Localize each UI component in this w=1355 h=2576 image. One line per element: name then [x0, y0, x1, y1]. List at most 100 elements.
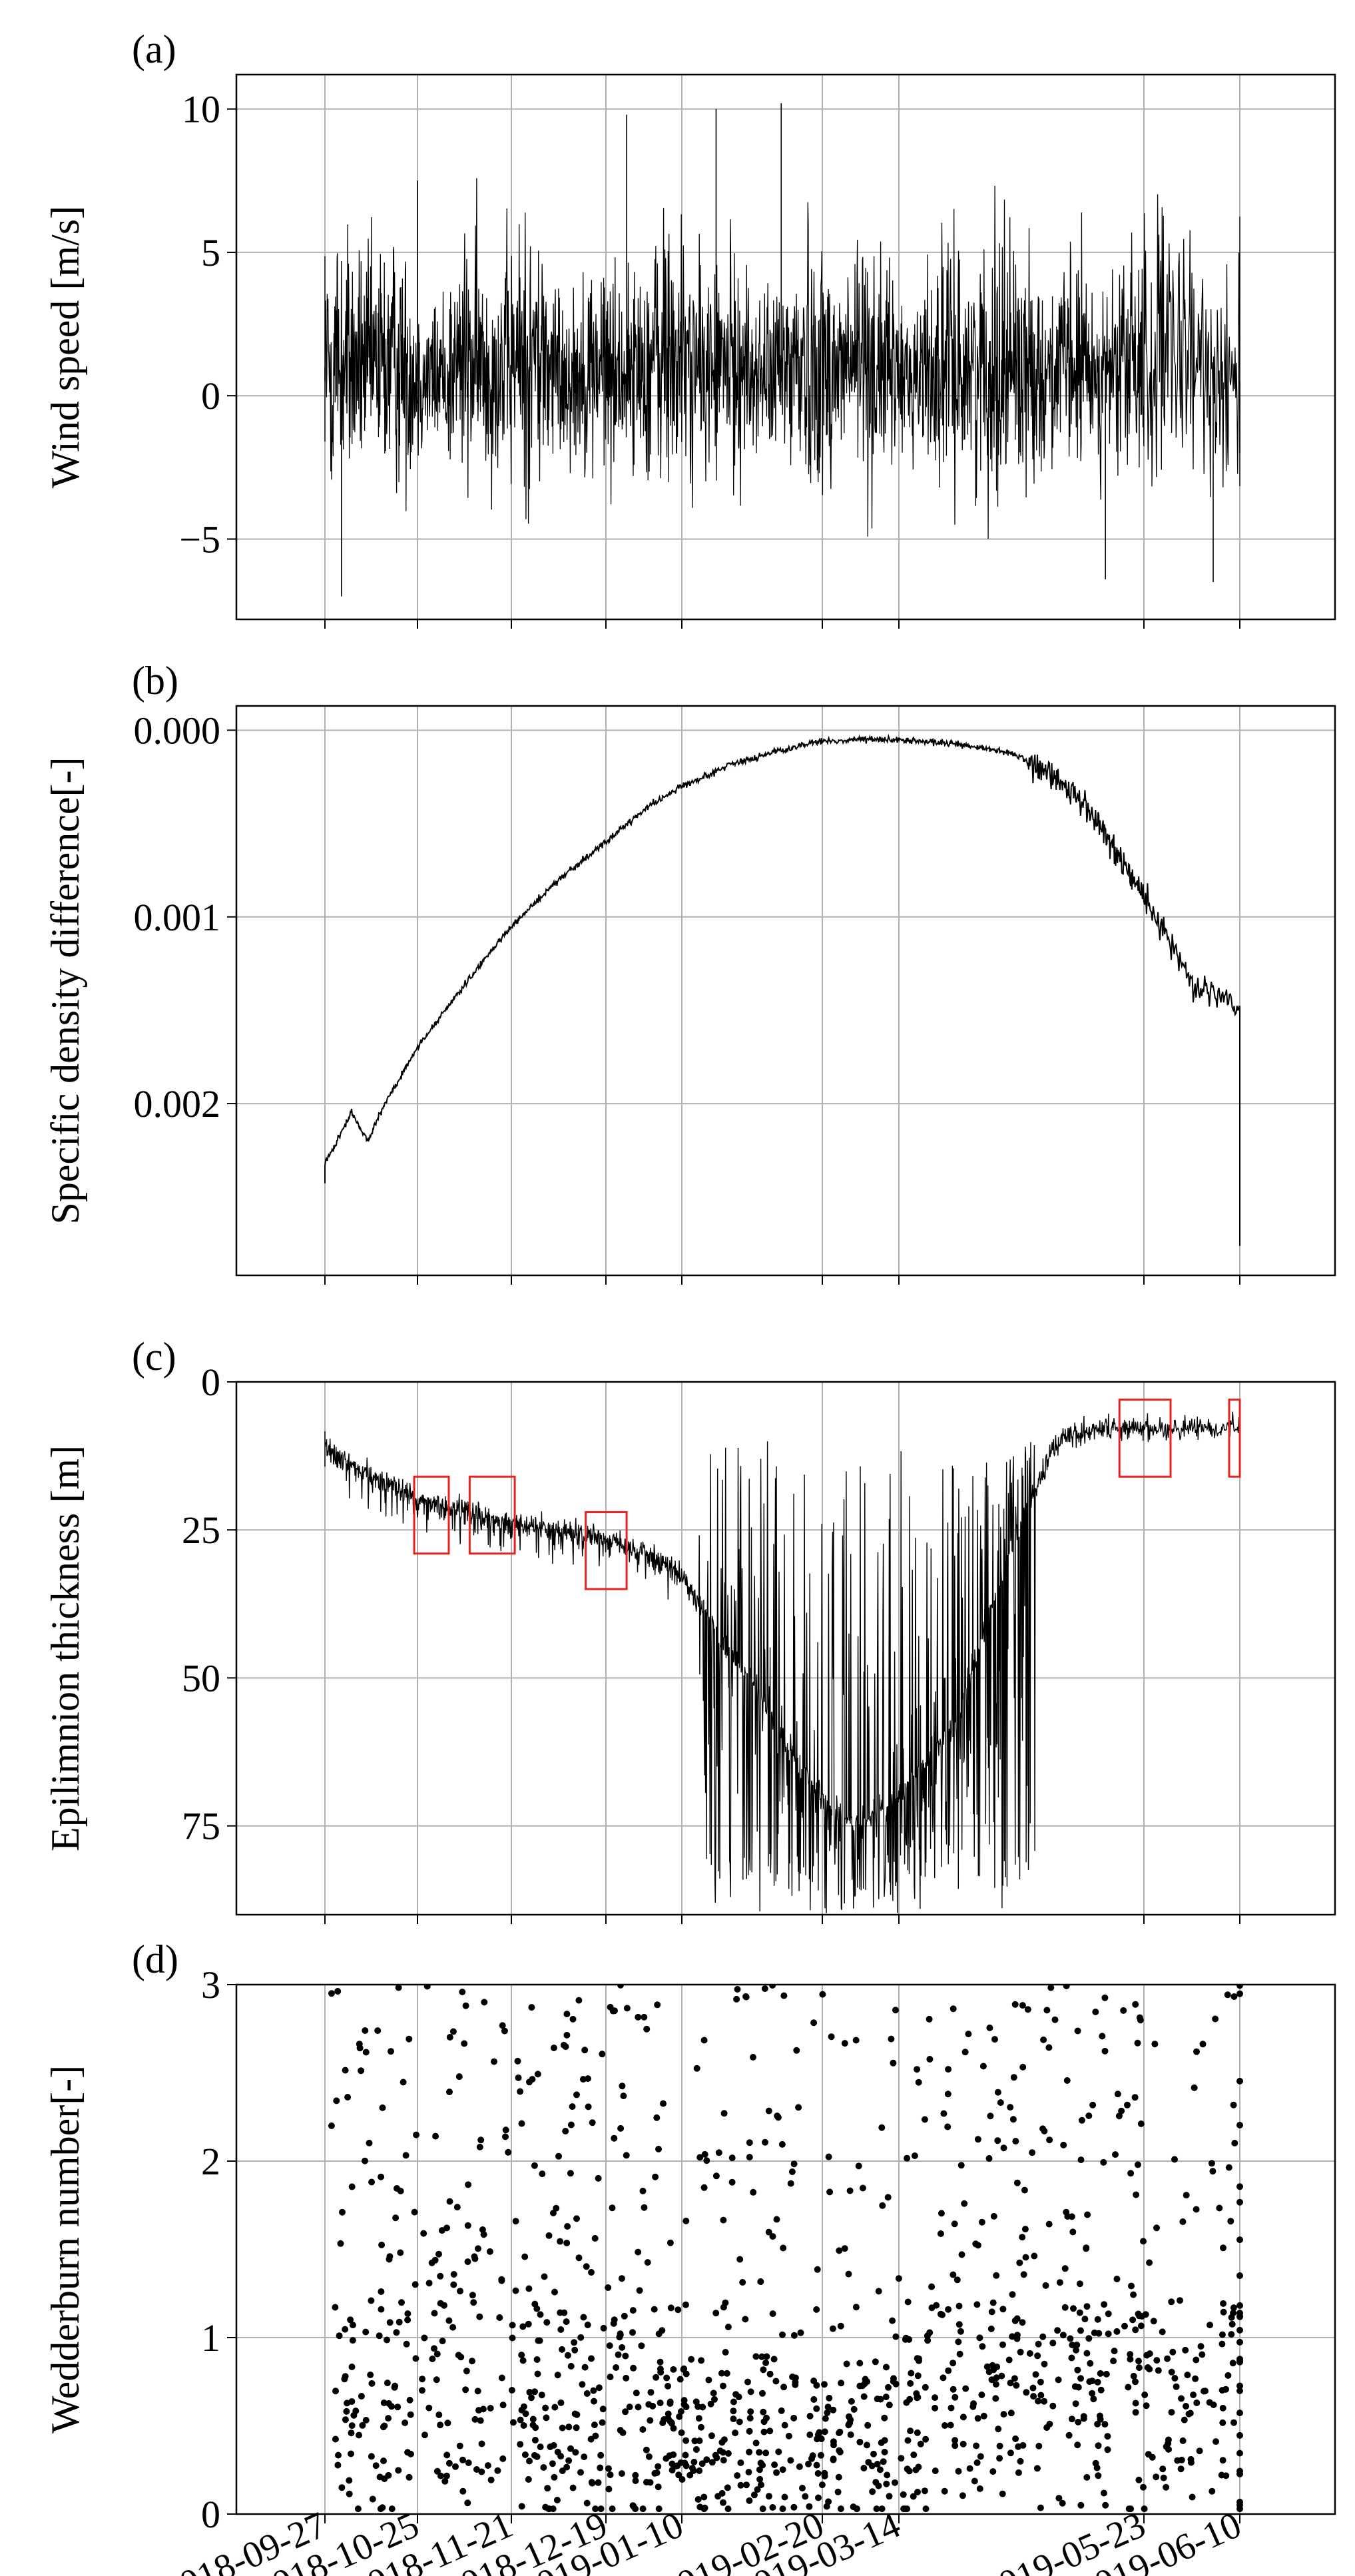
scatter-point — [973, 2459, 981, 2466]
x-axis-labels: 2018-09-272018-10-252018-11-212018-12-19… — [156, 2504, 1247, 2576]
scatter-point — [892, 2333, 900, 2340]
scatter-point — [1132, 2326, 1139, 2334]
scatter-point — [457, 2354, 465, 2361]
scatter-point — [487, 2476, 495, 2483]
scatter-point — [580, 2314, 587, 2321]
scatter-point — [368, 2380, 376, 2387]
scatter-point — [1056, 2279, 1063, 2286]
scatter-point — [1135, 2476, 1143, 2483]
scatter-point — [368, 2297, 375, 2304]
scatter-point — [1095, 2472, 1102, 2479]
scatter-point — [678, 2476, 686, 2483]
scatter-point — [1230, 2304, 1237, 2312]
scatter-point — [1182, 2346, 1189, 2354]
scatter-point — [550, 2045, 557, 2051]
scatter-point — [332, 2435, 339, 2443]
scatter-point — [758, 2353, 766, 2360]
scatter-point — [543, 2414, 550, 2421]
scatter-point — [730, 2408, 737, 2415]
scatter-point — [1230, 2419, 1237, 2426]
scatter-point — [347, 2316, 354, 2324]
scatter-point — [1179, 2218, 1187, 2225]
scatter-point — [567, 2121, 575, 2128]
scatter-point — [990, 2212, 997, 2220]
scatter-point — [406, 2473, 413, 2481]
scatter-point — [569, 2015, 577, 2023]
scatter-point — [759, 2505, 766, 2513]
scatter-point — [752, 2439, 760, 2447]
scatter-point — [645, 2453, 653, 2460]
scatter-point — [1020, 2271, 1027, 2278]
scatter-point — [362, 2328, 370, 2336]
scatter-point — [1219, 2404, 1226, 2412]
scatter-point — [1236, 2326, 1243, 2334]
scatter-point — [563, 2011, 571, 2018]
scatter-point — [1236, 2470, 1243, 2477]
scatter-point — [974, 2136, 981, 2143]
scatter-point — [694, 2496, 702, 2503]
scatter-point — [720, 2110, 728, 2117]
scatter-point — [932, 2404, 939, 2412]
scatter-point — [995, 2425, 1002, 2433]
scatter-point — [1085, 2335, 1093, 2342]
panel-c: 0 25 50 75 (c) Epilimnion thickness [m] — [43, 1335, 1336, 1924]
scatter-point — [978, 2392, 985, 2398]
scatter-point — [551, 2404, 559, 2411]
scatter-point — [806, 2503, 813, 2510]
scatter-point — [949, 2360, 957, 2367]
scatter-point — [921, 2487, 928, 2495]
scatter-point — [892, 2479, 898, 2486]
scatter-point — [534, 2370, 541, 2378]
scatter-point — [707, 2400, 714, 2408]
scatter-point — [362, 2157, 368, 2164]
scatter-point — [904, 2437, 912, 2444]
scatter-point — [643, 2446, 650, 2453]
scatter-point — [1213, 2438, 1219, 2445]
scatter-point — [597, 2505, 605, 2513]
scatter-point — [595, 2174, 602, 2182]
scatter-point — [780, 1992, 788, 1999]
scatter-point — [1010, 2074, 1017, 2081]
scatter-point — [1068, 2415, 1075, 2423]
scatter-point — [979, 2063, 987, 2070]
scatter-point — [477, 2417, 484, 2424]
scatter-point — [514, 2057, 521, 2065]
scatter-point — [590, 2387, 597, 2394]
scatter-point — [890, 2059, 897, 2067]
scatter-point — [938, 2210, 945, 2217]
scatter-point — [450, 2271, 457, 2278]
scatter-point — [407, 2411, 414, 2418]
scatter-point — [1209, 2168, 1217, 2175]
scatter-point — [533, 2453, 541, 2460]
scatter-point — [597, 2464, 604, 2471]
scatter-point — [883, 2364, 890, 2371]
scatter-point — [877, 2396, 884, 2403]
scatter-point — [933, 2302, 940, 2309]
scatter-point — [1236, 2198, 1243, 2206]
scatter-point — [734, 2472, 741, 2479]
scatter-point — [1045, 2220, 1053, 2228]
scatter-point — [1083, 2303, 1091, 2310]
scatter-point — [344, 2400, 351, 2407]
scatter-point — [724, 2450, 732, 2457]
scatter-point — [792, 2381, 799, 2388]
scatter-point — [537, 2443, 544, 2451]
scatter-point — [462, 2386, 469, 2394]
scatter-point — [828, 2033, 835, 2041]
scatter-point — [1177, 2297, 1183, 2304]
scatter-point — [1118, 2107, 1125, 2114]
scatter-point — [698, 2423, 704, 2431]
scatter-point — [882, 2394, 890, 2401]
scatter-point — [955, 2338, 962, 2346]
scatter-point — [385, 2415, 392, 2422]
scatter-point — [435, 2250, 442, 2258]
scatter-point — [1165, 2445, 1172, 2453]
scatter-point — [520, 2422, 527, 2429]
scatter-point — [459, 2456, 466, 2463]
scatter-point — [1104, 2433, 1111, 2440]
scatter-point — [1075, 2418, 1082, 2425]
scatter-point — [1016, 2259, 1023, 2266]
scatter-point — [386, 2319, 394, 2326]
scatter-point — [959, 2440, 967, 2447]
scatter-point — [1054, 2327, 1061, 2334]
